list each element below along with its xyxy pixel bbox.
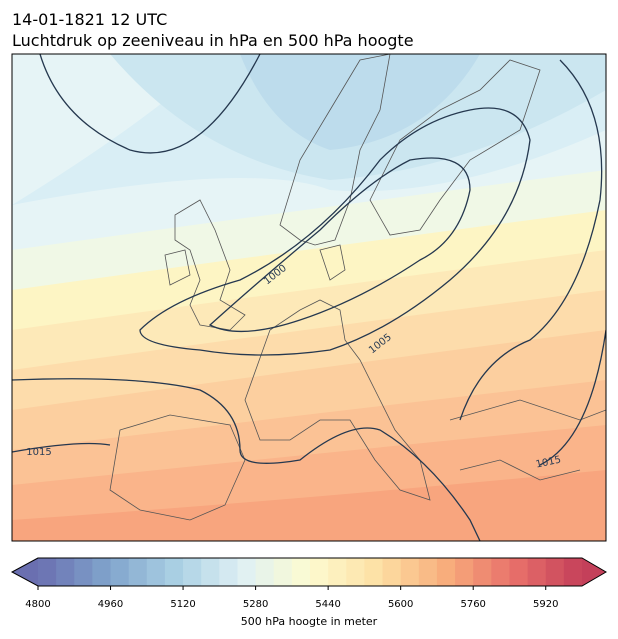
colorbar-band	[509, 558, 529, 586]
contour-label: 1015	[26, 447, 51, 458]
colorbar-tick-label: 4960	[98, 599, 123, 610]
colorbar-band	[291, 558, 311, 586]
contour-label: 1015	[535, 455, 562, 471]
colorbar-band	[310, 558, 329, 586]
colorbar-band	[164, 558, 184, 586]
colorbar-band	[183, 558, 202, 586]
colorbar-band	[219, 558, 238, 586]
colorbar-band	[38, 558, 57, 586]
colorbar-band	[273, 558, 293, 586]
colorbar-band	[110, 558, 130, 586]
colorbar-band	[455, 558, 474, 586]
colorbar-band	[563, 558, 583, 586]
colorbar-tick-label: 4800	[25, 599, 50, 610]
colorbar-band	[491, 558, 510, 586]
colorbar-tick-label: 5600	[388, 599, 413, 610]
coastlines	[109, 54, 606, 521]
colorbar-band	[328, 558, 347, 586]
colorbar-outline	[10, 557, 607, 587]
colorbar-band	[92, 558, 112, 586]
colorbar-extend-high	[582, 558, 606, 586]
colorbar-tick-label: 5280	[243, 599, 268, 610]
colorbar-tick-label: 5760	[460, 599, 485, 610]
colorbar-extend-low	[12, 558, 38, 586]
colorbar-band	[364, 558, 384, 586]
map-time: 14-01-1821 12 UTC	[12, 10, 167, 29]
colorbar-tick-label: 5920	[533, 599, 558, 610]
colorbar-label: 500 hPa hoogte in meter	[241, 615, 378, 628]
colorbar-band	[400, 558, 420, 586]
colorbar-band	[436, 558, 456, 586]
map-area	[12, 54, 606, 541]
colorbar-band	[418, 558, 438, 586]
colorbar-band	[128, 558, 148, 586]
isobars	[12, 54, 606, 541]
colorbar-tick-label: 5440	[315, 599, 340, 610]
colorbar-band	[74, 558, 93, 586]
colorbar-band	[527, 558, 547, 586]
colorbar-band	[346, 558, 365, 586]
colorbar: 4800 4960 5120 5280 5440 5600 5760 5920	[10, 557, 607, 610]
colorbar-band	[473, 558, 492, 586]
colorbar-band	[146, 558, 166, 586]
map-title: Luchtdruk op zeeniveau in hPa en 500 hPa…	[12, 31, 414, 50]
map-frame	[11, 53, 607, 542]
colorbar-band	[201, 558, 220, 586]
colorbar-band	[56, 558, 75, 586]
colorbar-band	[545, 558, 565, 586]
colorbar-band	[255, 558, 275, 586]
colorbar-band	[382, 558, 402, 586]
colorbar-tick-label: 5120	[170, 599, 195, 610]
colorbar-band	[237, 558, 257, 586]
